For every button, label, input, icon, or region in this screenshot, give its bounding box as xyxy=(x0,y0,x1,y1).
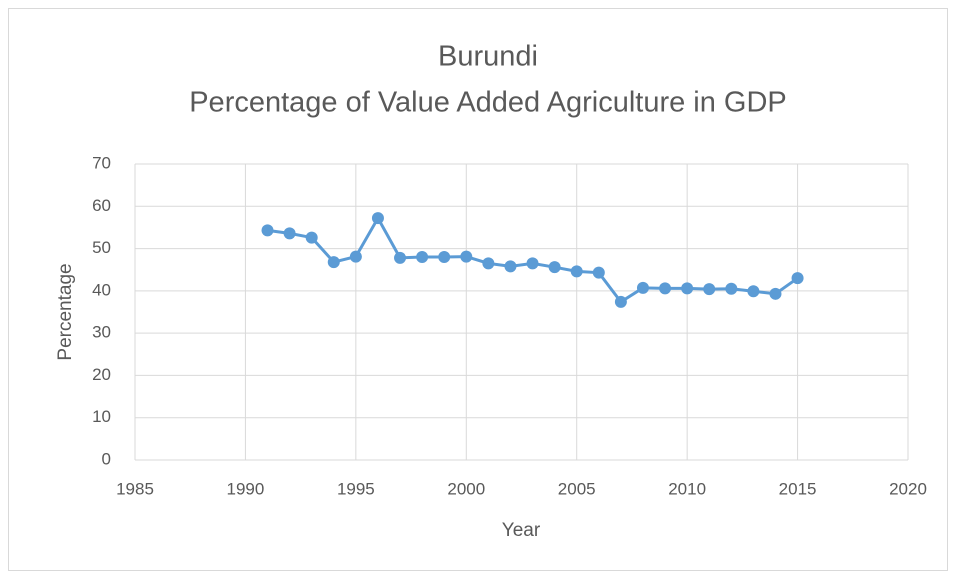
data-point xyxy=(371,212,384,225)
y-tick-label: 60 xyxy=(92,196,111,215)
x-tick-label: 1985 xyxy=(116,479,154,498)
y-tick-label: 50 xyxy=(92,238,111,257)
data-point xyxy=(261,224,274,237)
data-point xyxy=(305,231,318,244)
data-point xyxy=(416,251,429,264)
y-tick-label: 0 xyxy=(102,449,111,468)
x-tick-label: 2005 xyxy=(558,479,596,498)
y-tick-label: 70 xyxy=(92,153,111,172)
data-point xyxy=(460,250,473,263)
data-point xyxy=(614,295,627,308)
y-tick-label: 40 xyxy=(92,280,111,299)
x-tick-label: 1990 xyxy=(227,479,265,498)
y-tick-label: 30 xyxy=(92,323,111,342)
x-tick-label: 2010 xyxy=(668,479,706,498)
y-tick-label: 20 xyxy=(92,365,111,384)
data-point xyxy=(681,282,694,295)
data-point xyxy=(349,250,362,263)
data-point xyxy=(725,282,738,295)
x-tick-label: 2020 xyxy=(889,479,927,498)
y-tick-label: 10 xyxy=(92,407,111,426)
data-point xyxy=(482,257,495,270)
data-point xyxy=(504,260,517,273)
x-tick-label: 2015 xyxy=(779,479,817,498)
x-axis-label: Year xyxy=(502,520,541,541)
data-point xyxy=(283,227,296,240)
data-point xyxy=(636,281,649,294)
x-tick-label: 1995 xyxy=(337,479,375,498)
chart-subtitle: Percentage of Value Added Agriculture in… xyxy=(189,87,787,119)
data-point xyxy=(438,251,451,264)
data-point xyxy=(703,283,716,296)
data-point xyxy=(526,257,539,270)
data-point xyxy=(769,287,782,300)
y-axis-label: Percentage xyxy=(55,263,76,360)
data-point xyxy=(327,256,340,269)
data-point xyxy=(570,265,583,278)
chart-title: Burundi xyxy=(438,41,538,73)
chart-frame xyxy=(8,8,948,571)
x-tick-label: 2000 xyxy=(447,479,485,498)
data-point xyxy=(592,266,605,279)
data-point xyxy=(548,261,561,274)
data-point xyxy=(659,282,672,295)
data-point xyxy=(791,272,804,285)
data-point xyxy=(747,285,760,298)
data-point xyxy=(394,251,407,264)
